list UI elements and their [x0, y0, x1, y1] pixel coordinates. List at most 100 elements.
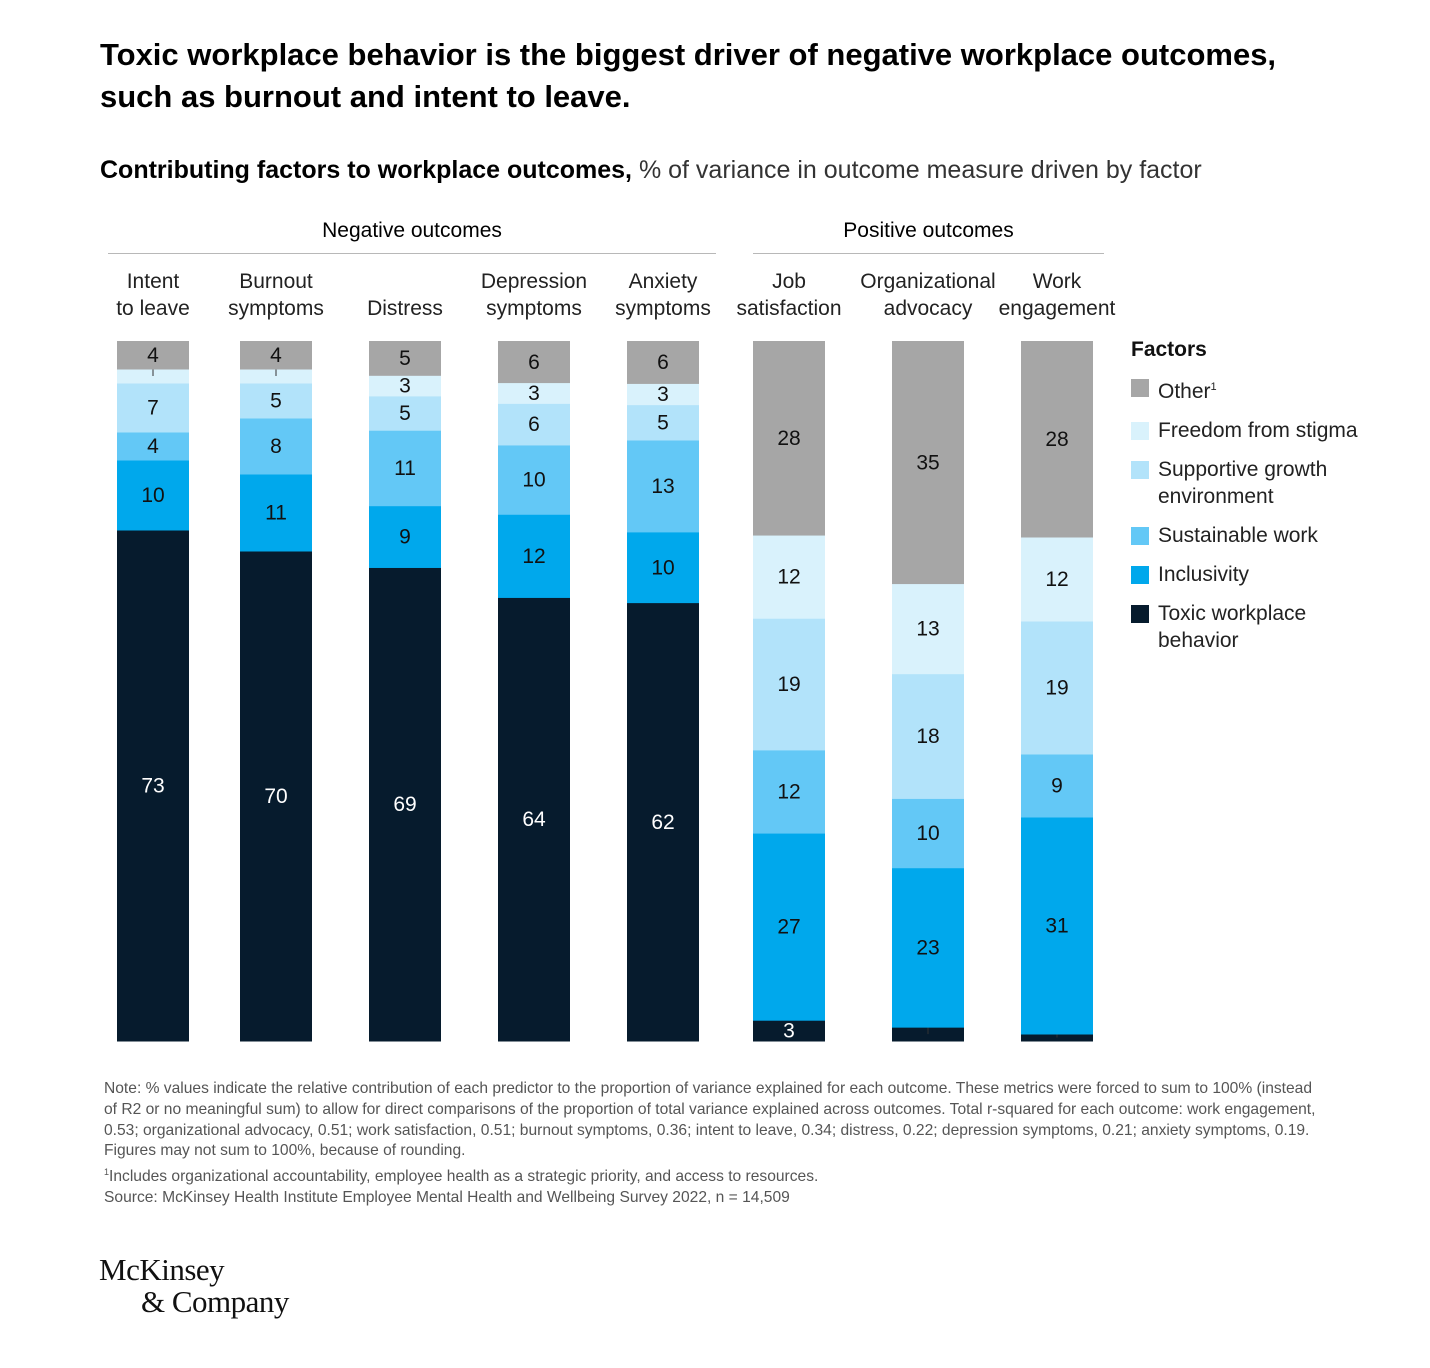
- data-label: 3: [528, 382, 540, 405]
- bar-segment: [627, 404, 699, 441]
- data-label: 12: [522, 545, 545, 568]
- bar-segment: [369, 375, 441, 397]
- mckinsey-logo: McKinsey & Company: [99, 1254, 289, 1318]
- outcome-label: Work engagement: [998, 270, 1116, 320]
- legend-swatch: [1131, 527, 1149, 545]
- bar-segment: [627, 531, 699, 604]
- logo-line-2: & Company: [141, 1284, 289, 1319]
- bar-segment: [117, 383, 189, 433]
- legend-swatch: [1131, 422, 1149, 440]
- legend: Factors Other1 Freedom from stigma Support…: [1131, 338, 1358, 666]
- bar-segment: [753, 535, 825, 619]
- data-label: 5: [657, 411, 669, 434]
- legend-title: Factors: [1131, 338, 1207, 361]
- bar-segment: [240, 551, 312, 1042]
- data-label: 5: [270, 390, 282, 413]
- bar-segment: [1021, 537, 1093, 622]
- legend-items: Other1 Freedom from stigma Supportive grow…: [1131, 374, 1358, 654]
- outcome-label: Organizational advocacy: [860, 270, 996, 320]
- bar-segment: [753, 618, 825, 751]
- bar-segment: [240, 383, 312, 419]
- bar-segment: [369, 505, 441, 568]
- data-label: 9: [1051, 775, 1063, 798]
- data-label: 12: [777, 780, 800, 803]
- bar-segment: [240, 474, 312, 552]
- bar-segment: [369, 430, 441, 507]
- group-rule-negative: [108, 253, 716, 254]
- footnotes: Note: % values indicate the relative con…: [104, 1079, 1329, 1209]
- bar-segment: [753, 749, 825, 834]
- data-label: 62: [651, 811, 674, 834]
- legend-swatch: [1131, 566, 1149, 584]
- legend-swatch: [1131, 605, 1149, 623]
- data-label: 23: [916, 936, 939, 959]
- source-text: Source: McKinsey Health Institute Employ…: [104, 1189, 790, 1207]
- legend-swatch: [1131, 461, 1149, 479]
- data-label: 31: [1045, 915, 1068, 938]
- footnote-1: 1Includes organizational accountability,…: [104, 1162, 1329, 1188]
- legend-item: Sustainable work: [1131, 522, 1358, 549]
- legend-label: Other1: [1158, 380, 1217, 403]
- bar-segment: [892, 341, 964, 585]
- bar-segment: [498, 444, 570, 515]
- bar-segment: [117, 341, 189, 370]
- data-label: 3: [399, 375, 411, 398]
- bar-segment: [627, 383, 699, 406]
- bar-segment: [753, 1020, 825, 1042]
- data-label: 12: [1045, 568, 1068, 591]
- data-label: 64: [522, 808, 546, 831]
- bar-segment: [892, 867, 964, 1028]
- data-label: 10: [651, 556, 674, 579]
- data-label: 6: [657, 351, 669, 374]
- data-label: 13: [916, 618, 939, 641]
- bar-segment: [117, 460, 189, 531]
- data-label: 35: [916, 451, 939, 474]
- note-text: Note: % values indicate the relative con…: [104, 1080, 1316, 1160]
- data-label: 13: [651, 475, 674, 498]
- bar-segment: [753, 341, 825, 536]
- data-label: 28: [777, 427, 800, 450]
- group-header-positive: Positive outcomes: [843, 219, 1014, 242]
- data-label: 10: [522, 469, 545, 492]
- bar-segment: [1021, 817, 1093, 1035]
- subtitle-unit: % of variance in outcome measure driven …: [638, 156, 1202, 184]
- footnote-1-text: Includes organizational accountability, …: [109, 1168, 819, 1186]
- legend-label: Inclusivity: [1158, 563, 1250, 586]
- bar-segment: [627, 602, 699, 1042]
- legend-label: Sustainable work: [1158, 524, 1318, 547]
- bar-segment: [240, 341, 312, 370]
- data-label: 4: [147, 435, 159, 458]
- bar-segment: [892, 583, 964, 675]
- data-label: 6: [528, 413, 540, 436]
- legend-label: Freedom from stigma: [1158, 419, 1358, 442]
- bar-segment: [892, 673, 964, 799]
- data-label: 18: [916, 725, 939, 748]
- data-label: 3: [783, 1020, 795, 1043]
- legend-label: Toxic workplace behavior: [1158, 602, 1307, 652]
- outcome-label: Burnout symptoms: [228, 270, 324, 320]
- data-label: 5: [399, 347, 411, 370]
- bar-segment: [498, 514, 570, 598]
- bar-segment: [117, 530, 189, 1042]
- bar-segment: [369, 567, 441, 1042]
- bar-segment: [1021, 341, 1093, 538]
- bar-segment: [498, 597, 570, 1042]
- chart-subtitle: Contributing factors to workplace outcom…: [100, 156, 1202, 185]
- bar-segment: [1021, 754, 1093, 818]
- data-label: 70: [264, 785, 287, 808]
- outcome-label: Distress: [367, 297, 443, 320]
- legend-item: Inclusivity: [1131, 561, 1358, 588]
- group-header-negative: Negative outcomes: [322, 219, 502, 242]
- data-label: 12: [777, 566, 800, 589]
- data-label: 19: [777, 673, 800, 696]
- bar-segment: [240, 418, 312, 475]
- bar-segment: [892, 1027, 964, 1042]
- subtitle-bold: Contributing factors to workplace outcom…: [100, 156, 632, 184]
- data-label: 11: [394, 457, 416, 480]
- data-label: 19: [1045, 677, 1068, 700]
- data-label: 4: [270, 344, 282, 367]
- outcome-label: Job satisfaction: [736, 270, 842, 320]
- data-label: 8: [270, 435, 282, 458]
- logo-line-1: McKinsey: [99, 1252, 225, 1287]
